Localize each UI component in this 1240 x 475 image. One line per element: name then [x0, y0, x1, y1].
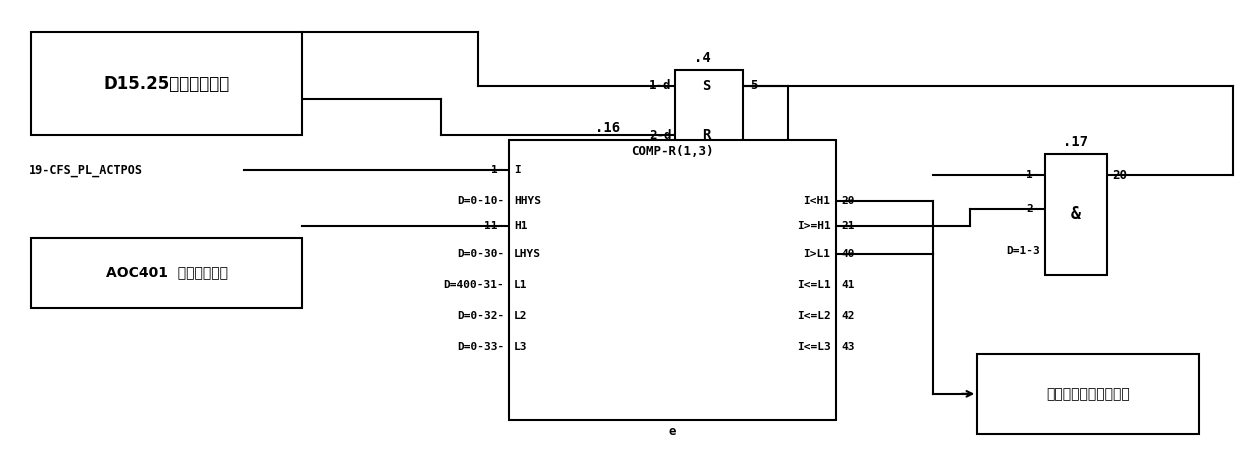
Text: I>=H1: I>=H1 — [797, 221, 831, 231]
Text: &: & — [1070, 205, 1081, 223]
Text: D=0-10-: D=0-10- — [458, 196, 505, 206]
Text: L1: L1 — [515, 280, 527, 290]
Text: 21: 21 — [842, 221, 856, 231]
Text: 2-d: 2-d — [650, 129, 672, 142]
Text: L3: L3 — [515, 342, 527, 352]
Text: I<H1: I<H1 — [804, 196, 831, 206]
Text: 20: 20 — [842, 196, 856, 206]
Bar — [676, 69, 743, 172]
Text: L2: L2 — [515, 311, 527, 321]
Text: 托板快速下降启动信号: 托板快速下降启动信号 — [1047, 387, 1130, 401]
Text: D15.25旗形开关信号: D15.25旗形开关信号 — [104, 75, 229, 93]
Text: I<=L1: I<=L1 — [797, 280, 831, 290]
Text: 5: 5 — [750, 79, 758, 93]
Text: 19-CFS_PL_ACTPOS: 19-CFS_PL_ACTPOS — [29, 164, 143, 177]
Text: .17: .17 — [1063, 135, 1089, 149]
Text: R: R — [702, 128, 711, 142]
Text: D=0-32-: D=0-32- — [458, 311, 505, 321]
Text: HHYS: HHYS — [515, 196, 541, 206]
Text: 2-: 2- — [1027, 204, 1040, 214]
Bar — [510, 140, 836, 419]
Text: D=0-33-: D=0-33- — [458, 342, 505, 352]
Text: .4: .4 — [694, 51, 711, 65]
Text: H1: H1 — [515, 221, 527, 231]
Text: 43: 43 — [842, 342, 856, 352]
Text: 1-: 1- — [1027, 171, 1040, 180]
Bar — [977, 354, 1199, 434]
Text: D=400-31-: D=400-31- — [444, 280, 505, 290]
Text: 20: 20 — [1112, 169, 1127, 182]
Text: I>L1: I>L1 — [804, 249, 831, 259]
Bar — [1045, 153, 1106, 275]
Text: 42: 42 — [842, 311, 856, 321]
Text: S: S — [702, 79, 711, 93]
Text: e: e — [668, 425, 676, 437]
Text: I<=L2: I<=L2 — [797, 311, 831, 321]
Bar — [31, 238, 303, 307]
Text: 40: 40 — [842, 249, 856, 259]
Text: 11-: 11- — [484, 221, 505, 231]
Text: COMP-R(1,3): COMP-R(1,3) — [631, 145, 713, 158]
Text: D=0-30-: D=0-30- — [458, 249, 505, 259]
Text: D=1-3: D=1-3 — [1006, 246, 1040, 256]
Text: I: I — [515, 165, 521, 175]
Text: 41: 41 — [842, 280, 856, 290]
Text: I<=L3: I<=L3 — [797, 342, 831, 352]
Text: 1-: 1- — [491, 165, 505, 175]
Text: LHYS: LHYS — [515, 249, 541, 259]
Bar — [31, 32, 303, 135]
Text: AOC401  高度设定参数: AOC401 高度设定参数 — [105, 266, 228, 279]
Text: 1-d: 1-d — [650, 79, 672, 93]
Text: .16: .16 — [594, 121, 620, 135]
